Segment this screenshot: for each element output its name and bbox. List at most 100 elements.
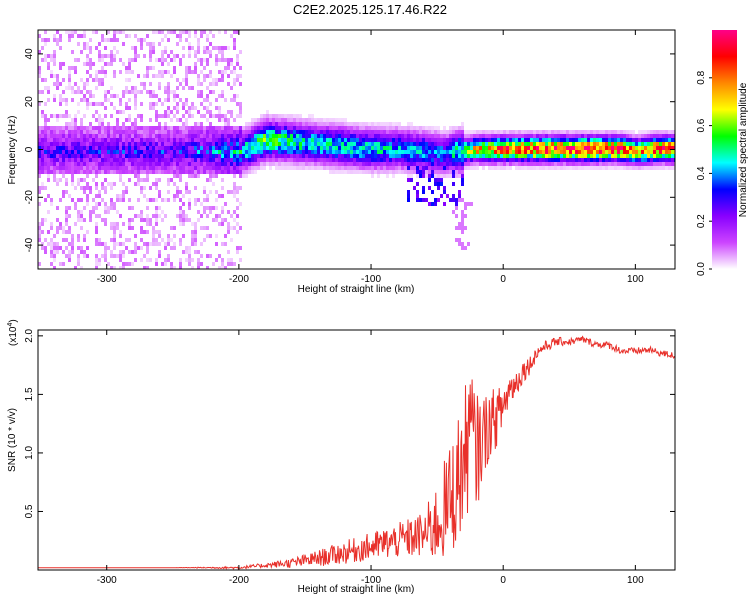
spectrogram-cell — [101, 158, 104, 162]
spectrogram-cell — [140, 102, 143, 106]
spectrogram-cell — [548, 134, 551, 138]
spectrogram-cell — [230, 166, 233, 170]
spectrogram-cell — [632, 134, 635, 138]
spectrogram-cell — [206, 162, 209, 166]
spectrogram-cell — [224, 150, 227, 154]
spectrogram-cell — [401, 150, 404, 154]
spectrogram-cell — [98, 102, 101, 106]
spectrogram-cell — [422, 170, 425, 174]
spectrogram-cell — [659, 142, 662, 146]
spectrogram-cell — [80, 210, 83, 214]
spectrogram-cell — [170, 130, 173, 134]
spectrogram-cell — [200, 262, 203, 266]
spectrogram-cell — [662, 166, 665, 170]
spectrogram-cell — [80, 218, 83, 222]
spectrogram-cell — [668, 166, 671, 170]
spectrogram-cell — [65, 86, 68, 90]
spectrogram-cell — [224, 202, 227, 206]
spectrogram-cell — [266, 142, 269, 146]
spectrogram-cell — [344, 166, 347, 170]
spectrogram-cell — [209, 154, 212, 158]
spectrogram-cell — [257, 150, 260, 154]
spectrogram-cell — [68, 170, 71, 174]
spectrogram-cell — [128, 206, 131, 210]
spectrogram-cell — [38, 126, 41, 130]
spectrogram-cell — [86, 162, 89, 166]
spectrogram-cell — [230, 98, 233, 102]
spectrogram-cell — [332, 158, 335, 162]
spectrogram-cell — [638, 154, 641, 158]
spectrogram-cell — [470, 158, 473, 162]
spectrogram-cell — [191, 86, 194, 90]
spectrogram-cell — [476, 154, 479, 158]
spectrogram-cell — [98, 82, 101, 86]
spectrogram-cell — [296, 146, 299, 150]
spectrogram-cell — [539, 146, 542, 150]
spectrogram-cell — [347, 134, 350, 138]
spectrogram-cell — [149, 46, 152, 50]
spectrogram-cell — [464, 130, 467, 134]
spectrogram-cell — [140, 210, 143, 214]
spectrogram-cell — [59, 98, 62, 102]
spectrogram-cell — [506, 146, 509, 150]
spectrogram-cell — [149, 166, 152, 170]
spectrogram-cell — [284, 126, 287, 130]
spectrogram-cell — [398, 150, 401, 154]
spectrogram-cell — [59, 82, 62, 86]
spectrogram-cell — [356, 134, 359, 138]
spectrogram-cell — [446, 162, 449, 166]
spectrogram-cell — [227, 134, 230, 138]
spectrogram-cell — [134, 54, 137, 58]
spectrogram-cell — [632, 158, 635, 162]
spectrogram-cell — [557, 162, 560, 166]
spectrogram-cell — [161, 70, 164, 74]
spectrogram-cell — [377, 166, 380, 170]
spectrogram-cell — [47, 66, 50, 70]
spectrogram-cell — [104, 134, 107, 138]
spectrogram-cell — [122, 154, 125, 158]
spectrogram-cell — [167, 114, 170, 118]
spectrogram-cell — [443, 146, 446, 150]
spectrogram-cell — [56, 242, 59, 246]
spectrogram-cell — [188, 70, 191, 74]
spectrogram-cell — [206, 98, 209, 102]
spectrogram-cell — [470, 138, 473, 142]
spectrogram-cell — [269, 158, 272, 162]
spectrogram-cell — [218, 126, 221, 130]
spectrogram-cell — [209, 130, 212, 134]
spectrogram-cell — [149, 90, 152, 94]
spectrogram-cell — [71, 122, 74, 126]
spectrogram-cell — [596, 138, 599, 142]
spectrogram-cell — [455, 138, 458, 142]
spectrogram-cell — [236, 206, 239, 210]
spectrogram-cell — [254, 142, 257, 146]
spectrogram-cell — [161, 74, 164, 78]
spectrogram-cell — [464, 150, 467, 154]
spectrogram-cell — [275, 146, 278, 150]
spectrogram-cell — [110, 158, 113, 162]
spectrogram-cell — [206, 226, 209, 230]
spectrogram-cell — [239, 106, 242, 110]
spectrogram-cell — [173, 234, 176, 238]
spectrogram-cell — [221, 170, 224, 174]
spectrogram-cell — [185, 158, 188, 162]
spectrogram-cell — [212, 174, 215, 178]
spectrogram-cell — [314, 130, 317, 134]
spectrogram-cell — [146, 250, 149, 254]
spectrogram-cell — [77, 218, 80, 222]
spectrogram-cell — [107, 210, 110, 214]
spectrogram-cell — [215, 62, 218, 66]
spectrogram-cell — [212, 262, 215, 266]
spectrogram-cell — [83, 86, 86, 90]
spectrogram-cell — [365, 134, 368, 138]
spectrogram-cell — [284, 114, 287, 118]
spectrogram-cell — [410, 146, 413, 150]
spectrogram-cell — [320, 158, 323, 162]
spectrogram-cell — [236, 166, 239, 170]
spectrogram-cell — [221, 222, 224, 226]
spectrogram-cell — [335, 154, 338, 158]
spectrogram-cell — [497, 166, 500, 170]
spectrogram-cell — [584, 142, 587, 146]
spectrogram-cell — [221, 114, 224, 118]
spectrogram-cell — [581, 154, 584, 158]
